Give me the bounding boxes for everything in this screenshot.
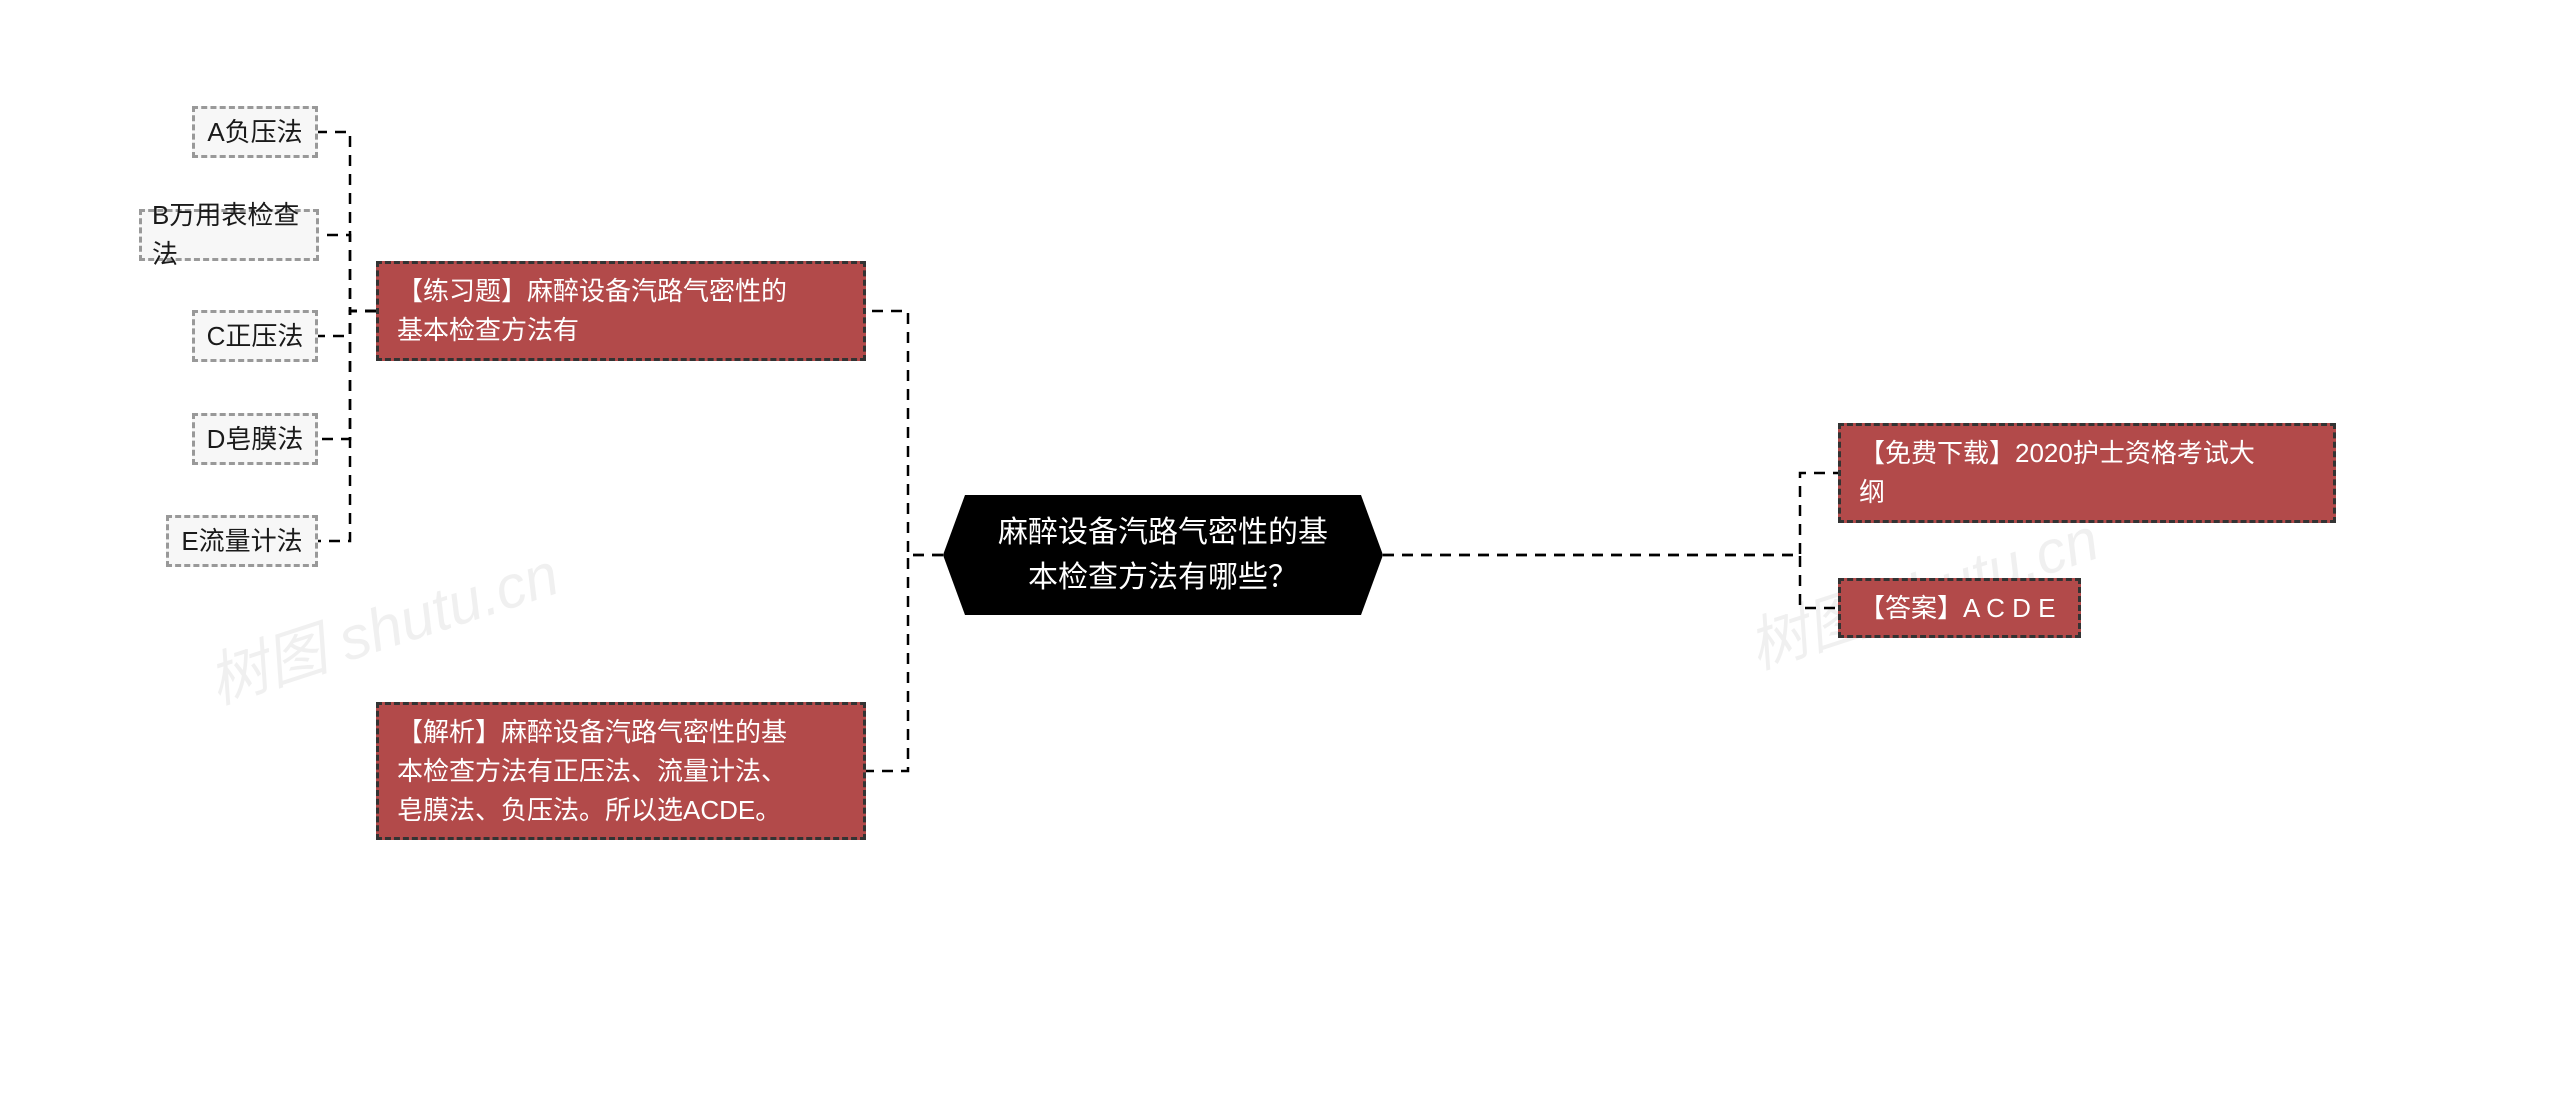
opt-a: A负压法: [192, 106, 318, 158]
opt-b: B万用表检查法: [139, 209, 319, 261]
center-text: 麻醉设备汽路气密性的基 本检查方法有哪些？: [998, 510, 1328, 600]
right-answer: 【答案】A C D E: [1838, 578, 2081, 638]
edge-center-right-1: [1383, 555, 1838, 608]
edge-center-right-0: [1383, 473, 1838, 555]
opt-d: D皂膜法: [192, 413, 318, 465]
edge-opt-d: [318, 311, 376, 439]
opt-b-text: B万用表检查法: [152, 196, 306, 274]
opt-c-text: C正压法: [207, 317, 304, 356]
opt-e: E流量计法: [166, 515, 318, 567]
opt-d-text: D皂膜法: [207, 420, 304, 459]
opt-c: C正压法: [192, 310, 318, 362]
opt-a-text: A负压法: [207, 113, 302, 152]
opt-e-text: E流量计法: [181, 522, 302, 561]
left-question-text: 【练习题】麻醉设备汽路气密性的 基本检查方法有: [397, 272, 787, 350]
right-download-text: 【免费下载】2020护士资格考试大 纲: [1859, 434, 2255, 512]
edge-opt-c: [318, 311, 376, 336]
center-node: 麻醉设备汽路气密性的基 本检查方法有哪些？: [943, 495, 1383, 615]
right-answer-text: 【答案】A C D E: [1859, 589, 2055, 628]
left-analysis-text: 【解析】麻醉设备汽路气密性的基 本检查方法有正压法、流量计法、 皂膜法、负压法。…: [397, 713, 787, 830]
edge-center-left-0: [866, 311, 943, 555]
left-analysis: 【解析】麻醉设备汽路气密性的基 本检查方法有正压法、流量计法、 皂膜法、负压法。…: [376, 702, 866, 840]
edge-opt-a: [318, 132, 376, 311]
left-question: 【练习题】麻醉设备汽路气密性的 基本检查方法有: [376, 261, 866, 361]
right-download: 【免费下载】2020护士资格考试大 纲: [1838, 423, 2336, 523]
edge-center-left-1: [866, 555, 943, 771]
edge-opt-e: [318, 311, 376, 541]
edge-opt-b: [319, 235, 376, 311]
